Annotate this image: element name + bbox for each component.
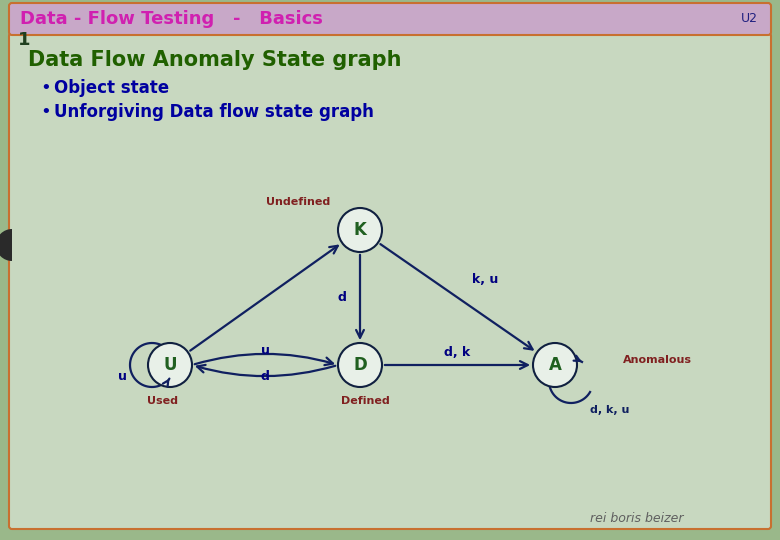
Circle shape	[338, 343, 382, 387]
Text: Defined: Defined	[341, 396, 389, 406]
Circle shape	[338, 208, 382, 252]
FancyArrowPatch shape	[385, 361, 528, 369]
FancyArrowPatch shape	[381, 244, 533, 349]
Text: rei boris beizer: rei boris beizer	[590, 511, 683, 524]
FancyArrowPatch shape	[356, 255, 364, 338]
Text: Undefined: Undefined	[266, 197, 330, 207]
Text: D: D	[353, 356, 367, 374]
Text: 1: 1	[18, 31, 30, 49]
Text: U2: U2	[741, 12, 758, 25]
Text: A: A	[548, 356, 562, 374]
Text: k, u: k, u	[473, 273, 498, 286]
Text: Object state: Object state	[54, 79, 169, 97]
Text: Unforgiving Data flow state graph: Unforgiving Data flow state graph	[54, 103, 374, 121]
Text: •: •	[40, 103, 51, 121]
Circle shape	[148, 343, 192, 387]
Wedge shape	[0, 229, 12, 261]
Text: d, k, u: d, k, u	[590, 405, 629, 415]
FancyBboxPatch shape	[9, 3, 771, 35]
Circle shape	[533, 343, 577, 387]
Text: K: K	[353, 221, 367, 239]
Text: u: u	[118, 370, 126, 383]
FancyArrowPatch shape	[195, 354, 333, 365]
Text: Used: Used	[147, 396, 178, 406]
Text: u: u	[261, 345, 269, 357]
Text: d: d	[261, 370, 269, 383]
Text: Data - Flow Testing   -   Basics: Data - Flow Testing - Basics	[20, 10, 323, 28]
FancyArrowPatch shape	[197, 365, 335, 376]
Text: U: U	[163, 356, 177, 374]
FancyArrowPatch shape	[190, 246, 338, 350]
Text: •: •	[40, 79, 51, 97]
Text: Data Flow Anomaly State graph: Data Flow Anomaly State graph	[28, 50, 402, 70]
Text: d, k: d, k	[445, 347, 470, 360]
FancyBboxPatch shape	[9, 33, 771, 529]
Text: d: d	[338, 291, 346, 304]
Text: Anomalous: Anomalous	[623, 355, 692, 365]
